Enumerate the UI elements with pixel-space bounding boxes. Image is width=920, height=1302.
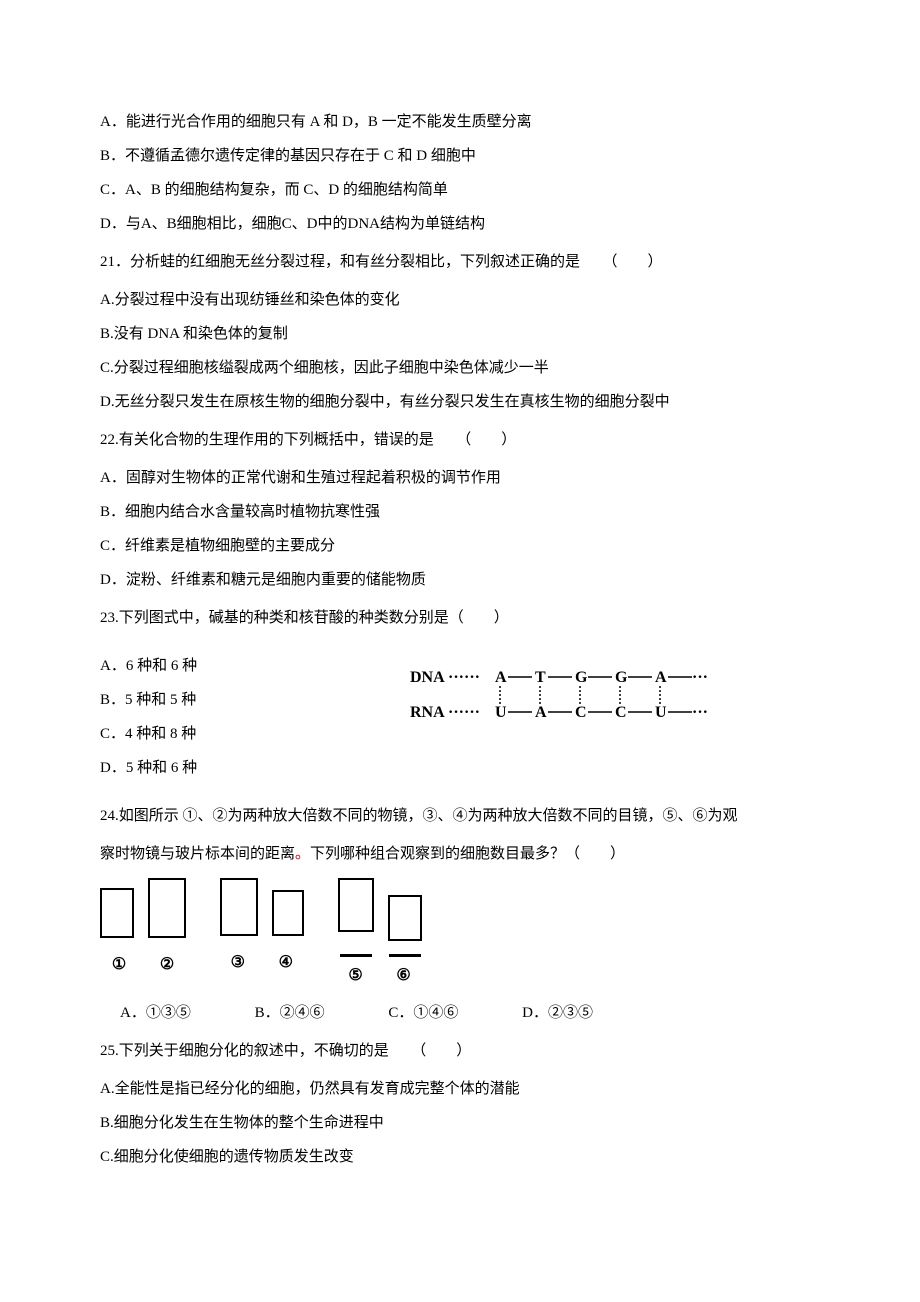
q24-stem-part-b: 察时物镜与玻片标本间的距离 [100, 846, 295, 862]
q25-option-a: A.全能性是指已经分化的细胞，仍然具有发育成完整个体的潜能 [100, 1077, 820, 1101]
lens-2-icon [148, 878, 186, 938]
q22-option-b: B．细胞内结合水含量较高时植物抗寒性强 [100, 500, 820, 524]
svg-text:···: ··· [692, 669, 708, 686]
q25-stem: 25.下列关于细胞分化的叙述中，不确切的是 （ ） [100, 1039, 820, 1063]
q24-option-d: D．②③⑤ [522, 1001, 593, 1025]
q23-figure: DNA ······ A T G G A ··· RNA ······ U A … [400, 644, 820, 740]
svg-text:C: C [615, 704, 627, 721]
lens-label-3: ③ [221, 950, 255, 976]
q24-stem-part-c: 下列哪种组合观察到的细胞数目最多？（ ） [310, 846, 625, 862]
q24-stem-line2: 察时物镜与玻片标本间的距离。下列哪种组合观察到的细胞数目最多？（ ） [100, 842, 820, 866]
q20-option-b: B．不遵循孟德尔遗传定律的基因只存在于 C 和 D 细胞中 [100, 144, 820, 168]
q21-option-d: D.无丝分裂只发生在原核生物的细胞分裂中，有丝分裂只发生在真核生物的细胞分裂中 [100, 390, 820, 414]
q20-option-c: C．A、B 的细胞结构复杂，而 C、D 的细胞结构简单 [100, 178, 820, 202]
dna-label: DNA [410, 669, 445, 686]
q24-stem-line1: 24.如图所示 ①、②为两种放大倍数不同的物镜，③、④为两种放大倍数不同的目镜，… [100, 804, 820, 828]
lens-4-icon [272, 890, 304, 936]
svg-text:···: ··· [692, 704, 708, 721]
rna-label: RNA [410, 704, 445, 721]
q24-options: A．①③⑤ B．②④⑥ C．①④⑥ D．②③⑤ [100, 1001, 820, 1025]
q21-stem: 21．分析蛙的红细胞无丝分裂过程，和有丝分裂相比，下列叙述正确的是 （ ） [100, 250, 820, 274]
q21-option-b: B.没有 DNA 和染色体的复制 [100, 322, 820, 346]
lens-label-6: ⑥ [387, 963, 421, 989]
q25-option-b: B.细胞分化发生在生物体的整个生命进程中 [100, 1111, 820, 1135]
lens-1-icon [100, 888, 134, 938]
slide-line-6 [389, 954, 421, 957]
q22-stem: 22.有关化合物的生理作用的下列概括中，错误的是 （ ） [100, 428, 820, 452]
q22-option-d: D．淀粉、纤维素和糖元是细胞内重要的储能物质 [100, 568, 820, 592]
svg-text:G: G [615, 669, 628, 686]
svg-text:A: A [655, 669, 667, 686]
lens-3-icon [220, 878, 258, 936]
slide-line-5 [340, 954, 372, 957]
q24-option-c: C．①④⑥ [388, 1001, 458, 1025]
svg-text:······: ······ [448, 669, 480, 686]
red-punctuation: 。 [295, 846, 310, 862]
lens-label-5: ⑤ [339, 963, 373, 989]
q22-option-a: A．固醇对生物体的正常代谢和生殖过程起着积极的调节作用 [100, 466, 820, 490]
svg-text:A: A [535, 704, 547, 721]
lens-label-1: ① [102, 952, 136, 978]
q25-option-c: C.细胞分化使细胞的遗传物质发生改变 [100, 1145, 820, 1169]
q23-option-c: C．4 种和 8 种 [100, 722, 400, 746]
q23-option-d: D．5 种和 6 种 [100, 756, 400, 780]
q22-option-c: C．纤维素是植物细胞壁的主要成分 [100, 534, 820, 558]
q24-figure: ① ② ③ ④ ⑤ ⑥ [100, 878, 820, 989]
q23-option-b: B．5 种和 5 种 [100, 688, 400, 712]
dna-rna-diagram: DNA ······ A T G G A ··· RNA ······ U A … [400, 662, 720, 732]
lens-label-4: ④ [269, 950, 303, 976]
svg-text:C: C [575, 704, 587, 721]
svg-text:A: A [495, 669, 507, 686]
q21-option-a: A.分裂过程中没有出现纺锤丝和染色体的变化 [100, 288, 820, 312]
q20-option-a: A．能进行光合作用的细胞只有 A 和 D，B 一定不能发生质壁分离 [100, 110, 820, 134]
q21-option-c: C.分裂过程细胞核缢裂成两个细胞核，因此子细胞中染色体减少一半 [100, 356, 820, 380]
q20-option-d: D．与A、B细胞相比，细胞C、D中的DNA结构为单链结构 [100, 212, 820, 236]
q23-stem: 23.下列图式中，碱基的种类和核苷酸的种类数分别是（ ） [100, 606, 820, 630]
q24-option-a: A．①③⑤ [120, 1001, 191, 1025]
q24-option-b: B．②④⑥ [255, 1001, 325, 1025]
q23-option-a: A．6 种和 6 种 [100, 654, 400, 678]
lens-label-2: ② [150, 952, 184, 978]
svg-text:G: G [575, 669, 588, 686]
lens-5-icon [338, 878, 374, 932]
lens-6-icon [388, 895, 422, 941]
svg-text:U: U [495, 704, 507, 721]
svg-text:U: U [655, 704, 667, 721]
svg-text:······: ······ [448, 704, 480, 721]
svg-text:T: T [535, 669, 546, 686]
